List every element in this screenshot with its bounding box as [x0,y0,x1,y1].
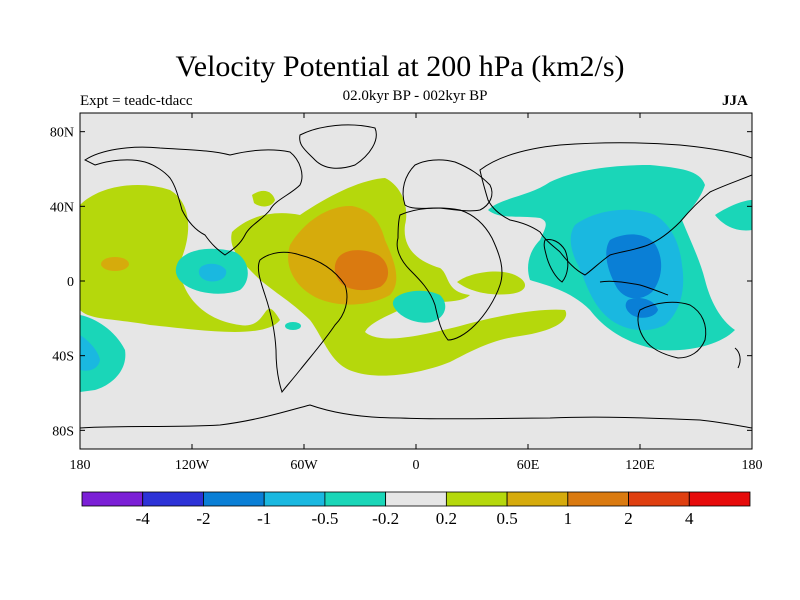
chart-title: Velocity Potential at 200 hPa (km2/s) [175,50,625,83]
colorbar-label: 0.5 [496,509,517,528]
contour-fill-layer [80,165,752,392]
colorbar-label: 1 [564,509,573,528]
coastline-africa [396,207,503,341]
lat-tick-label: 40N [50,200,74,215]
coastline-south-america [257,251,348,394]
colorbar-label: -2 [196,509,210,528]
lat-tick-label: 40S [52,350,74,365]
lon-tick-label: 120W [175,458,210,473]
colorbar-label: 4 [685,509,694,528]
colorbar-swatch [567,491,629,507]
colorbar-swatch [688,491,751,507]
contour-wpac-blue2 [606,234,662,299]
colorbar-swatch [81,491,144,507]
colorbar-swatch [263,491,326,507]
coastline-north-america [84,146,303,256]
colorbar-label: 0.2 [436,509,457,528]
lon-tick-label: 60W [290,458,318,473]
longitude-axis: 180 120W 60W 0 60E 120E 180 [70,113,763,473]
lon-tick-label: 180 [742,458,763,473]
chart-subtitle: 02.0kyr BP - 002kyr BP [342,88,488,104]
lat-tick-label: 80S [52,424,74,439]
coastline-antarctica [80,404,752,429]
colorbar-swatch [385,491,447,507]
coastline-asia [479,142,752,276]
coastline-layer [80,124,752,429]
coastline-indonesia [599,280,669,296]
contour-east-asia-teal [715,200,752,231]
colorbar-label: -1 [257,509,271,528]
colorbar-swatch [628,491,690,507]
colorbar-label: -0.2 [372,509,399,528]
contour-atlantic-max [334,250,389,291]
coastline-australia [637,301,707,359]
lon-tick-label: 0 [413,458,420,473]
colorbar-swatch [203,491,265,507]
latitude-axis: 80N 40N 0 40S 80S [50,126,752,439]
contour-indian-green [457,271,526,295]
contour-central-pacific-green [80,185,280,332]
coastline-new-zealand [734,347,741,369]
lon-tick-label: 120E [625,458,655,473]
contour-epac-blue [198,263,227,282]
contour-small-teal [285,322,301,330]
lat-tick-label: 0 [67,275,74,290]
colorbar-label: -4 [136,509,151,528]
colorbar-label: -0.5 [311,509,338,528]
lat-tick-label: 80N [50,126,74,141]
contour-central-pacific-orange [101,257,129,271]
coastline-europe [402,159,493,212]
colorbar-swatch [445,491,508,507]
coastline-india [543,239,569,283]
colorbar-swatch [506,491,569,507]
colorbar-swatch [142,491,204,507]
contour-natl-green [252,190,275,207]
colorbar-label: 2 [624,509,633,528]
season-label: JJA [722,93,748,109]
coastline-greenland [299,124,377,169]
experiment-label: Expt = teadc-tdacc [80,93,193,109]
contour-sepac-teal [80,315,126,392]
contour-sepac-blue [80,335,100,371]
lon-tick-label: 60E [517,458,540,473]
colorbar-swatch [324,491,387,507]
lon-tick-label: 180 [70,458,91,473]
contour-wpac-blue3 [625,298,658,318]
